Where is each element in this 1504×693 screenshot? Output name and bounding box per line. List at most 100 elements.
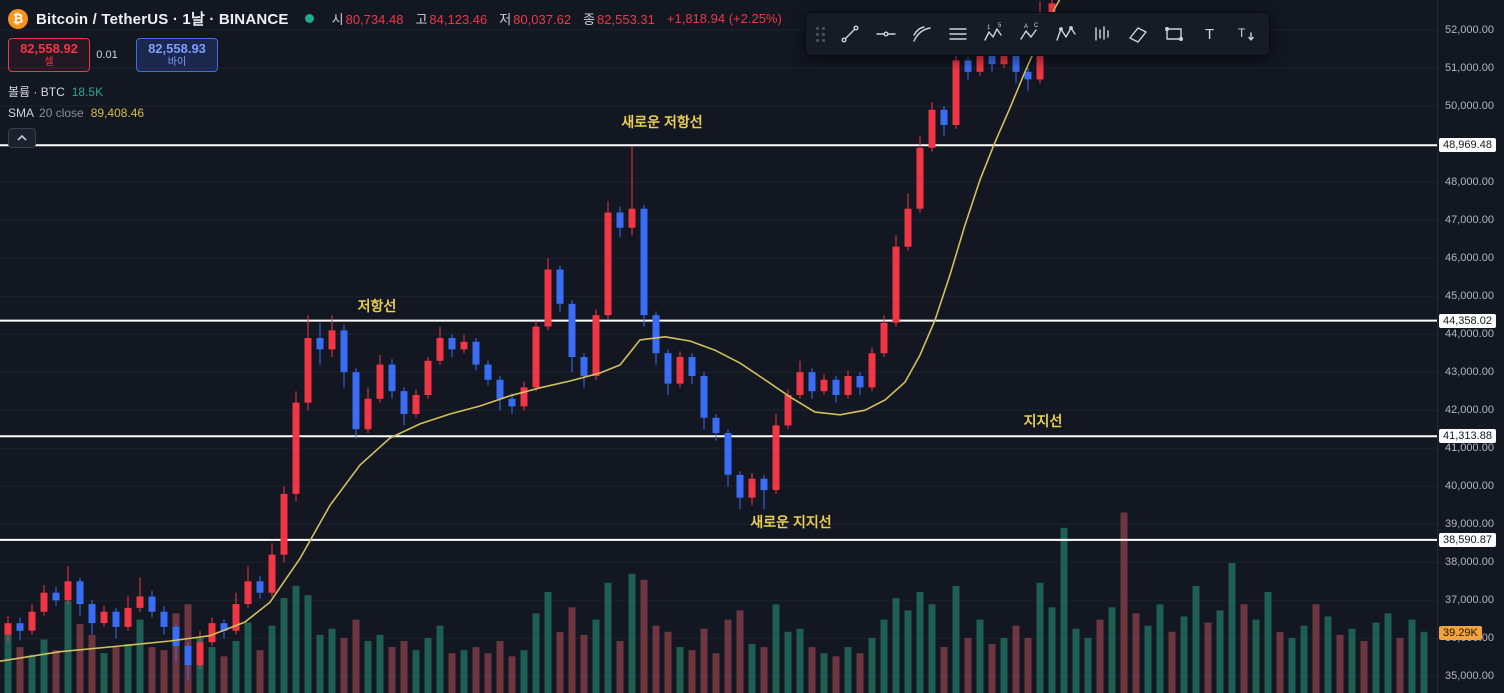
volume-bar	[1108, 607, 1116, 693]
candle	[340, 324, 348, 388]
volume-bar	[16, 647, 24, 693]
volume-bar	[160, 650, 168, 693]
candle	[448, 334, 456, 357]
candle	[568, 300, 576, 373]
chart-annotation[interactable]: 새로운 지지선	[750, 514, 832, 530]
candle	[352, 368, 360, 439]
volume-bar	[316, 634, 324, 693]
volume-bar	[268, 625, 276, 693]
low-value: 80,037.62	[513, 12, 572, 27]
level-price-badge: 44,358.02	[1439, 313, 1496, 328]
text-tool-button[interactable]: T	[1192, 16, 1228, 52]
volume-bar	[1096, 619, 1104, 693]
volume-bar	[1408, 619, 1416, 693]
buy-price: 82,558.93	[148, 40, 206, 56]
volume-bar	[1336, 634, 1344, 693]
candle	[604, 201, 612, 319]
candle	[580, 353, 588, 388]
volume-bar	[508, 656, 516, 693]
candle	[52, 587, 60, 606]
svg-text:5: 5	[998, 23, 1002, 29]
chart-annotation[interactable]: 새로운 저항선	[621, 114, 703, 130]
volume-bar	[328, 628, 336, 693]
candle	[436, 326, 444, 365]
volume-bar	[1192, 585, 1200, 693]
chart-annotation[interactable]: 지지선	[1023, 413, 1063, 429]
high-value: 84,123.46	[429, 12, 488, 27]
volume-bar	[532, 613, 540, 693]
volume-bar	[280, 598, 288, 693]
horizontal-line-tool-button[interactable]	[868, 16, 904, 52]
buy-button[interactable]: 82,558.93 바이	[136, 38, 218, 72]
chart-legend: ₿ Bitcoin / TetherUS · 1날 · BINANCE 시 80,…	[8, 8, 782, 148]
price-axis[interactable]: 52,000.00 51,000.00 50,000.00 48,000.00 47,0…	[1438, 0, 1504, 693]
candle	[844, 370, 852, 399]
chart-annotation[interactable]: 저항선	[357, 298, 397, 314]
volume-bar	[664, 631, 672, 693]
volume-bar	[976, 619, 984, 693]
curve-icon	[913, 26, 931, 42]
sell-price: 82,558.92	[20, 40, 78, 56]
sma-line[interactable]	[0, 0, 1066, 662]
svg-text:A: A	[1024, 24, 1028, 30]
volume-bar	[916, 592, 924, 693]
candle	[928, 102, 936, 152]
toolbar-drag-handle-icon[interactable]	[816, 26, 825, 42]
candle	[1024, 68, 1032, 91]
parallel-lines-tool-button[interactable]	[940, 16, 976, 52]
volume-bar	[1036, 582, 1044, 693]
volume-bar	[1120, 512, 1128, 693]
volume-bar	[1084, 637, 1092, 693]
candle	[292, 391, 300, 502]
anchored-text-tool-button[interactable]: T	[1228, 16, 1264, 52]
bars-pattern-tool-button[interactable]	[1084, 16, 1120, 52]
price-axis-label: 47,000.00	[1445, 214, 1494, 227]
volume-bar	[700, 628, 708, 693]
curve-tool-button[interactable]	[904, 16, 940, 52]
level-price-badge: 38,590.87	[1439, 532, 1496, 547]
level-price-badge: 41,313.88	[1439, 429, 1496, 444]
high-label: 고	[415, 12, 428, 27]
close-value: 82,553.31	[597, 12, 655, 27]
volume-bar	[1324, 616, 1332, 693]
projection-tool-button[interactable]	[1120, 16, 1156, 52]
price-axis-label: 35,000.00	[1445, 670, 1494, 683]
svg-text:T: T	[1205, 26, 1214, 43]
xabcd-pattern-tool-button[interactable]	[1048, 16, 1084, 52]
price-axis-label: 41,000.00	[1445, 442, 1494, 455]
price-axis-label: 37,000.00	[1445, 594, 1494, 607]
volume-bar	[64, 601, 72, 693]
spread-value: 0.01	[96, 49, 118, 61]
volume-bar	[616, 641, 624, 693]
candle	[412, 389, 420, 418]
volume-bar	[712, 653, 720, 693]
volume-bar	[256, 650, 264, 693]
rectangle-tool-button[interactable]	[1156, 16, 1192, 52]
volume-bar	[448, 653, 456, 693]
volume-bar	[676, 647, 684, 693]
sell-button[interactable]: 82,558.92 셀	[8, 38, 90, 72]
volume-bar	[376, 634, 384, 693]
trend-line-tool-button[interactable]	[832, 16, 868, 52]
price-axis-label: 39,000.00	[1445, 518, 1494, 531]
collapse-legend-button[interactable]	[8, 128, 36, 148]
candle	[916, 136, 924, 213]
candle	[304, 315, 312, 411]
volume-bar	[88, 634, 96, 693]
price-axis-label: 44,000.00	[1445, 328, 1494, 341]
volume-bar	[652, 625, 660, 693]
volume-bar	[1048, 607, 1056, 693]
candle	[388, 358, 396, 399]
volume-bar	[724, 619, 732, 693]
candle	[208, 617, 216, 646]
bitcoin-logo-icon: ₿	[8, 8, 28, 29]
volume-bar	[460, 650, 468, 693]
candle	[136, 577, 144, 612]
volume-bar	[1372, 622, 1380, 693]
candle	[40, 585, 48, 616]
volume-bar	[544, 592, 552, 693]
